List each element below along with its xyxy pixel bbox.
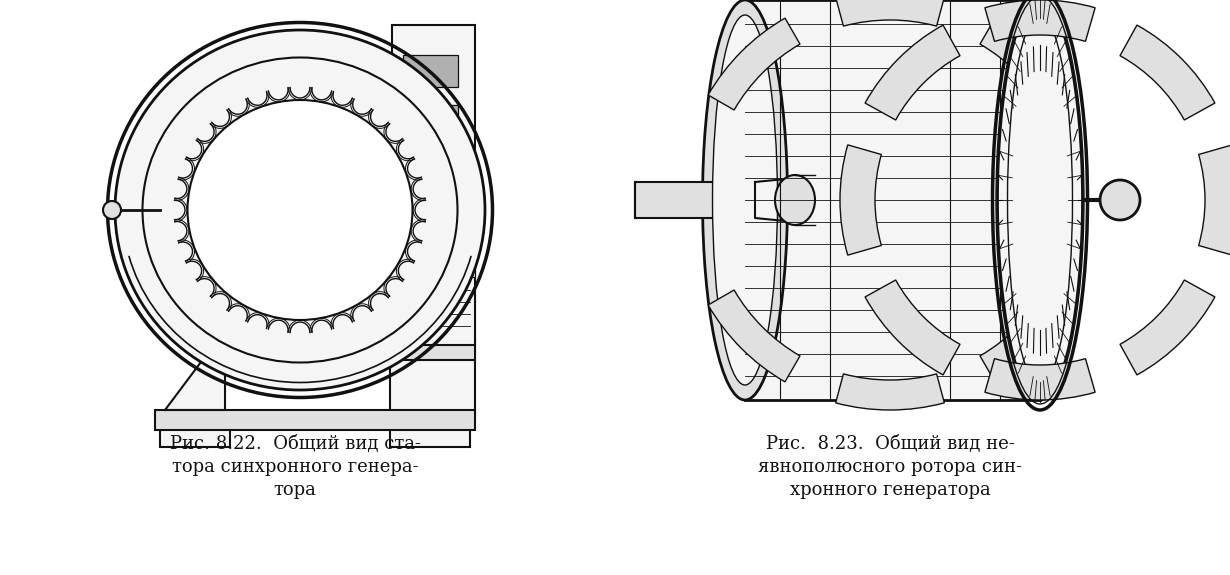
Bar	[160, 425, 230, 447]
Text: тора: тора	[273, 481, 316, 499]
Bar	[403, 205, 458, 237]
Wedge shape	[840, 145, 882, 255]
Text: Рис. 8.22.  Общий вид ста-: Рис. 8.22. Общий вид ста-	[170, 435, 421, 453]
Bar	[392, 25, 475, 275]
Wedge shape	[835, 0, 945, 26]
Wedge shape	[865, 280, 959, 375]
Ellipse shape	[187, 100, 412, 320]
Bar	[635, 182, 765, 218]
Wedge shape	[865, 25, 959, 120]
Bar	[403, 255, 458, 287]
Wedge shape	[1121, 25, 1215, 120]
Bar	[390, 425, 470, 447]
Text: явнополюсного ротора син-: явнополюсного ротора син-	[758, 458, 1022, 476]
Wedge shape	[985, 359, 1095, 400]
Bar	[390, 340, 475, 360]
Bar	[390, 270, 475, 415]
Bar	[403, 55, 458, 87]
Ellipse shape	[998, 0, 1082, 400]
Polygon shape	[165, 330, 225, 410]
Wedge shape	[708, 18, 800, 110]
Polygon shape	[755, 178, 795, 222]
Bar	[745, 0, 1041, 400]
Wedge shape	[1121, 280, 1215, 375]
Wedge shape	[985, 0, 1095, 41]
Circle shape	[103, 201, 121, 219]
Wedge shape	[835, 374, 945, 410]
Bar	[155, 100, 200, 320]
Bar	[155, 410, 475, 430]
Text: хронного генератора: хронного генератора	[790, 481, 990, 499]
Bar	[403, 105, 458, 137]
Ellipse shape	[712, 15, 777, 385]
Text: тора синхронного генера-: тора синхронного генера-	[172, 458, 418, 476]
Text: Рис.  8.23.  Общий вид не-: Рис. 8.23. Общий вид не-	[765, 435, 1015, 453]
Wedge shape	[708, 290, 800, 382]
Ellipse shape	[702, 0, 787, 400]
Wedge shape	[980, 18, 1071, 110]
Wedge shape	[980, 290, 1071, 382]
Bar	[403, 155, 458, 187]
Bar	[390, 265, 475, 277]
Ellipse shape	[143, 58, 458, 362]
Bar	[392, 270, 475, 345]
Ellipse shape	[775, 175, 815, 225]
Ellipse shape	[1007, 15, 1073, 385]
Wedge shape	[1198, 145, 1230, 255]
Circle shape	[1100, 180, 1140, 220]
Ellipse shape	[114, 30, 485, 390]
